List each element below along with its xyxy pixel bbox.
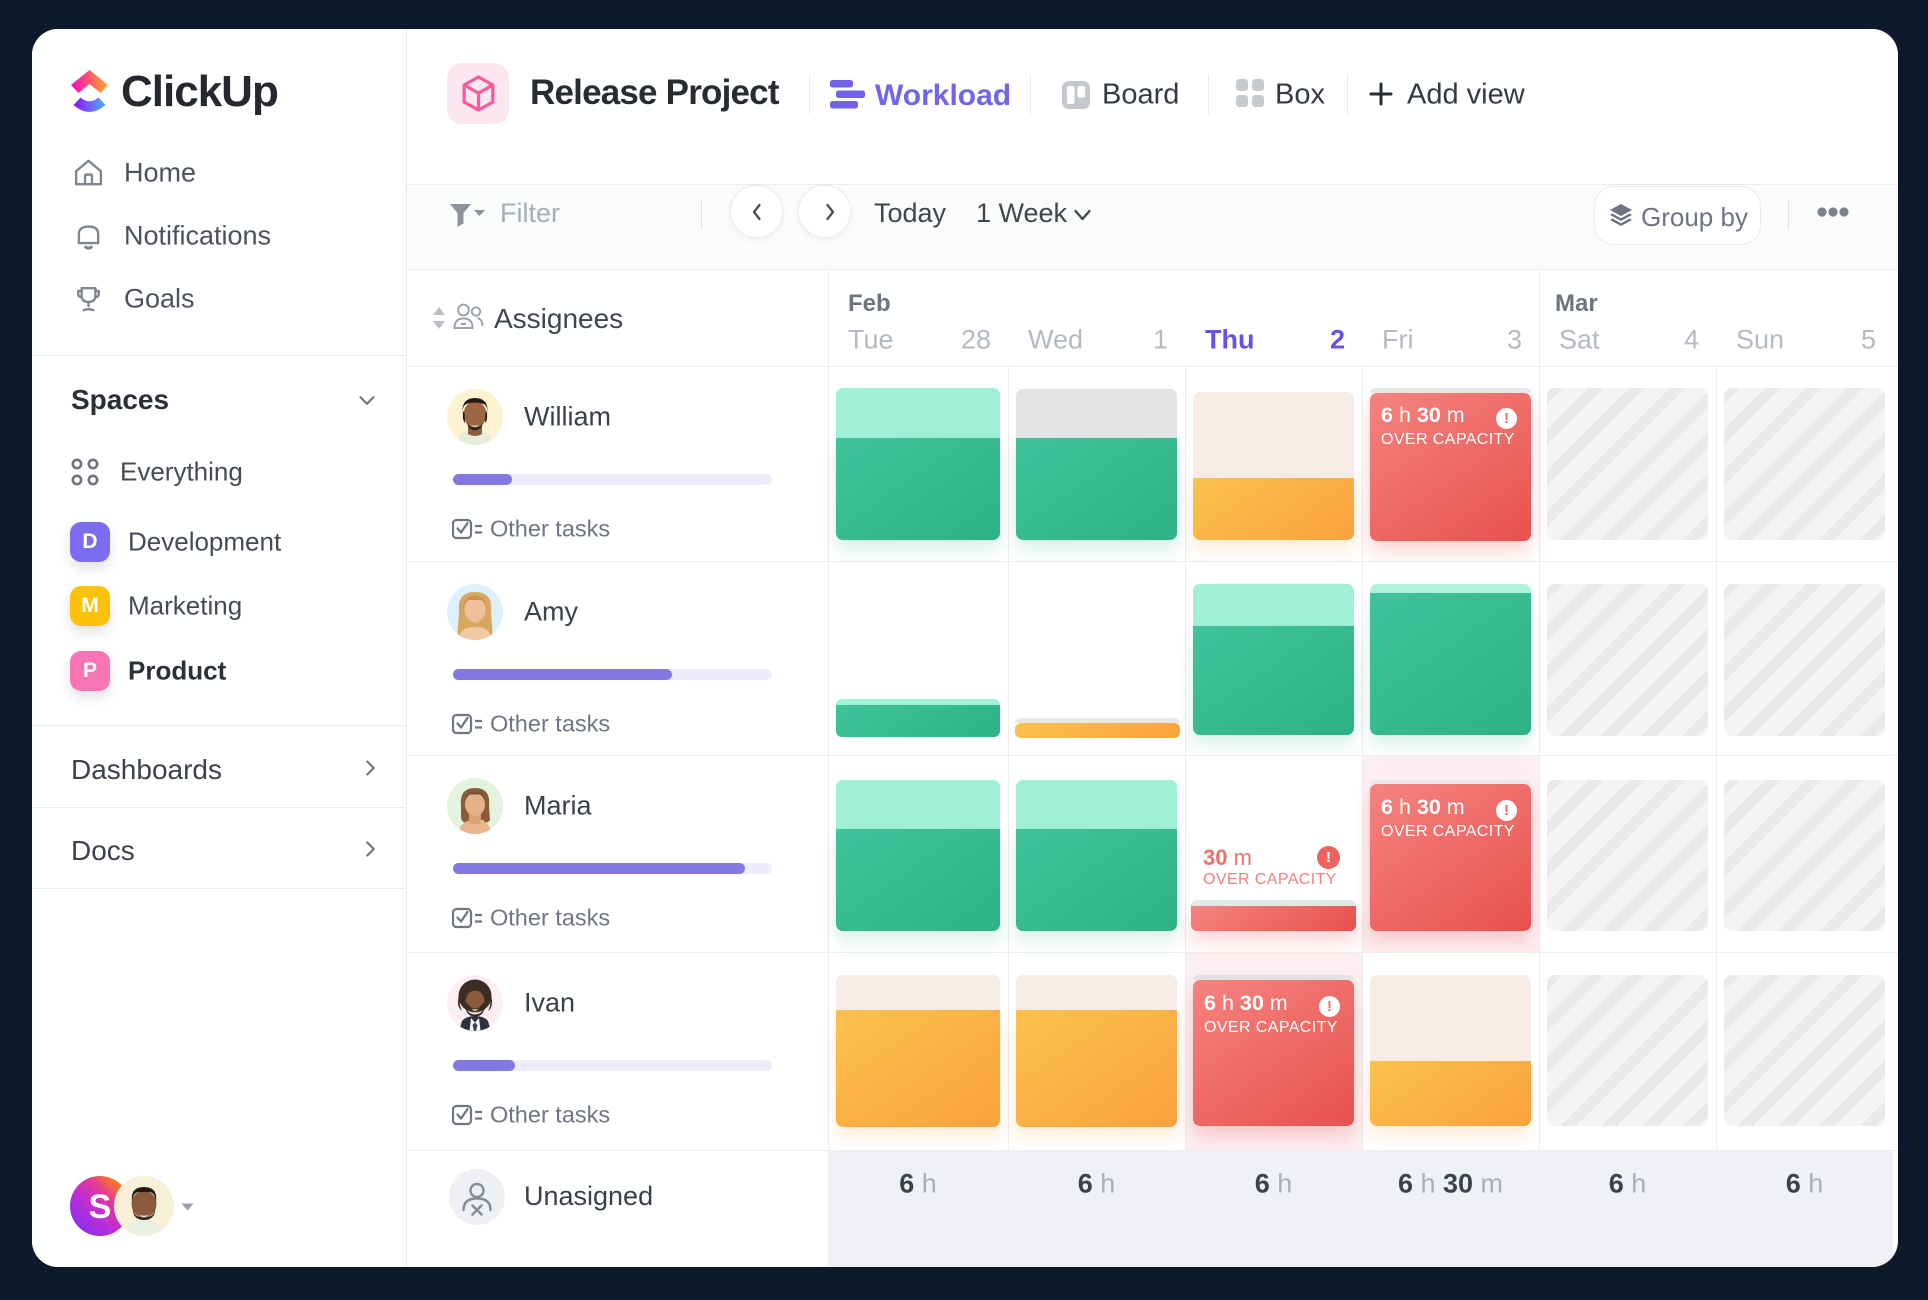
svg-text:S: S [89,1188,112,1226]
